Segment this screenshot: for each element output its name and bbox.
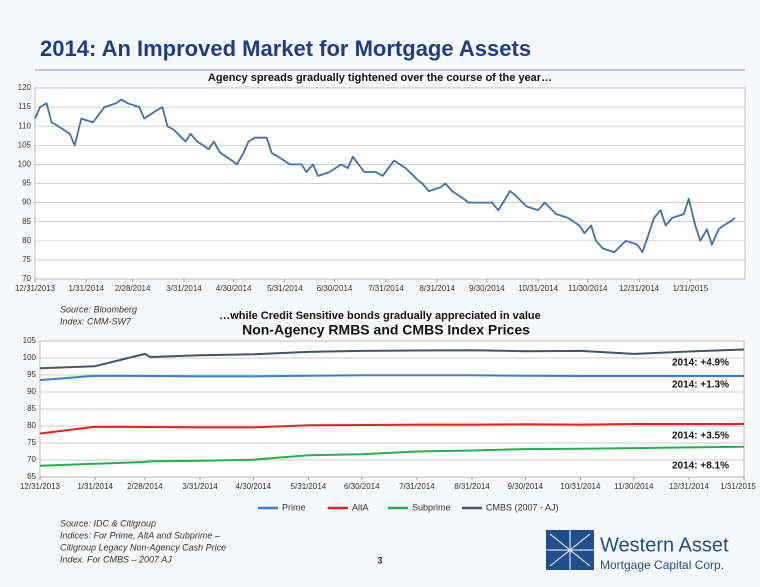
data-line <box>34 98 736 254</box>
data-line <box>39 445 745 467</box>
y-tick-label: 80 <box>27 421 36 430</box>
data-line <box>39 348 745 370</box>
x-tick-label: 9/30/2014 <box>508 482 544 491</box>
x-tick-label: 1/31/2015 <box>673 284 709 293</box>
logo-name: Western Asset <box>600 534 729 556</box>
logo-tagline: Mortgage Capital Corp. <box>600 558 724 572</box>
legend-label: CMBS (2007 - AJ) <box>486 502 559 512</box>
source-note: Source: Bloomberg <box>60 304 137 314</box>
y-tick-label: 110 <box>18 121 31 130</box>
x-tick-label: 4/30/2014 <box>236 482 272 491</box>
y-tick-label: 105 <box>18 140 32 149</box>
y-tick-label: 85 <box>27 404 36 413</box>
slide-title: 2014: An Improved Market for Mortgage As… <box>40 36 531 61</box>
source-note: Indices: For Prime, AltA and Subprime – <box>60 530 221 540</box>
x-tick-label: 1/31/2015 <box>720 482 756 491</box>
chart-title: Non-Agency RMBS and CMBS Index Prices <box>242 322 530 338</box>
logo-lines <box>546 530 594 570</box>
annotation: 2014: +3.5% <box>672 431 729 442</box>
annotation: 2014: +1.3% <box>672 380 729 391</box>
logo: Western Asset Mortgage Capital Corp. <box>546 530 729 572</box>
y-tick-label: 95 <box>27 370 36 379</box>
x-tick-label: 12/31/2013 <box>20 482 61 491</box>
legend-label: Prime <box>282 502 306 512</box>
y-tick-label: 80 <box>22 236 31 245</box>
x-tick-label: 7/31/2014 <box>368 284 404 293</box>
x-tick-label: 10/31/2014 <box>518 284 559 293</box>
x-tick-label: 4/30/2014 <box>216 284 252 293</box>
y-tick-label: 70 <box>27 455 36 464</box>
source-note: Index. For CMBS – 2007 AJ <box>60 554 172 564</box>
x-tick-label: 2/28/2014 <box>115 284 151 293</box>
x-tick-label: 3/31/2014 <box>166 284 202 293</box>
y-tick-label: 115 <box>18 102 31 111</box>
x-tick-label: 3/31/2014 <box>182 482 218 491</box>
x-tick-label: 12/31/2014 <box>669 482 710 491</box>
chart-heading: …while Credit Sensitive bonds gradually … <box>219 310 541 322</box>
source-note: Index: CMM-SW7 <box>60 316 132 326</box>
x-tick-label: 11/30/2014 <box>568 284 608 293</box>
x-tick-label: 2/28/2014 <box>127 482 163 491</box>
x-tick-label: 12/31/2014 <box>619 284 660 293</box>
x-tick-label: 5/31/2014 <box>267 284 303 293</box>
x-tick-label: 6/30/2014 <box>344 482 380 491</box>
source-note: Citigroup Legacy Non-Agency Cash Price <box>60 542 226 552</box>
data-line <box>39 423 744 435</box>
y-tick-label: 95 <box>22 179 31 188</box>
x-tick-label: 1/31/2014 <box>69 284 105 293</box>
x-tick-label: 8/31/2014 <box>454 482 490 491</box>
page-number: 3 <box>377 555 382 565</box>
x-tick-label: 10/31/2014 <box>560 482 601 491</box>
y-tick-label: 90 <box>22 198 31 207</box>
x-tick-label: 7/31/2014 <box>399 482 435 491</box>
y-tick-label: 75 <box>22 255 31 264</box>
x-tick-label: 1/31/2014 <box>77 482 113 491</box>
y-tick-label: 90 <box>27 387 36 396</box>
x-tick-label: 9/30/2014 <box>469 284 505 293</box>
legend-label: Subprime <box>412 502 451 512</box>
y-tick-label: 100 <box>23 353 37 362</box>
y-tick-label: 75 <box>27 438 36 447</box>
x-tick-label: 8/31/2014 <box>419 284 455 293</box>
annotation: 2014: +8.1% <box>672 461 729 472</box>
data-line <box>39 374 744 382</box>
y-tick-label: 65 <box>27 472 36 481</box>
x-tick-label: 5/31/2014 <box>291 482 327 491</box>
annotation: 2014: +4.9% <box>672 358 729 369</box>
y-tick-label: 70 <box>22 274 31 283</box>
legend-label: AltA <box>352 502 369 512</box>
chart-title: Agency spreads gradually tightened over … <box>208 72 552 84</box>
x-tick-label: 6/30/2014 <box>317 284 353 293</box>
y-tick-label: 120 <box>18 83 32 92</box>
x-tick-label: 12/31/2013 <box>15 284 56 293</box>
y-tick-label: 85 <box>22 217 31 226</box>
source-note: Source: IDC & Citigroup <box>60 518 156 528</box>
y-tick-label: 105 <box>23 336 37 345</box>
x-tick-label: 11/30/2014 <box>614 482 654 491</box>
y-tick-label: 100 <box>18 160 32 169</box>
